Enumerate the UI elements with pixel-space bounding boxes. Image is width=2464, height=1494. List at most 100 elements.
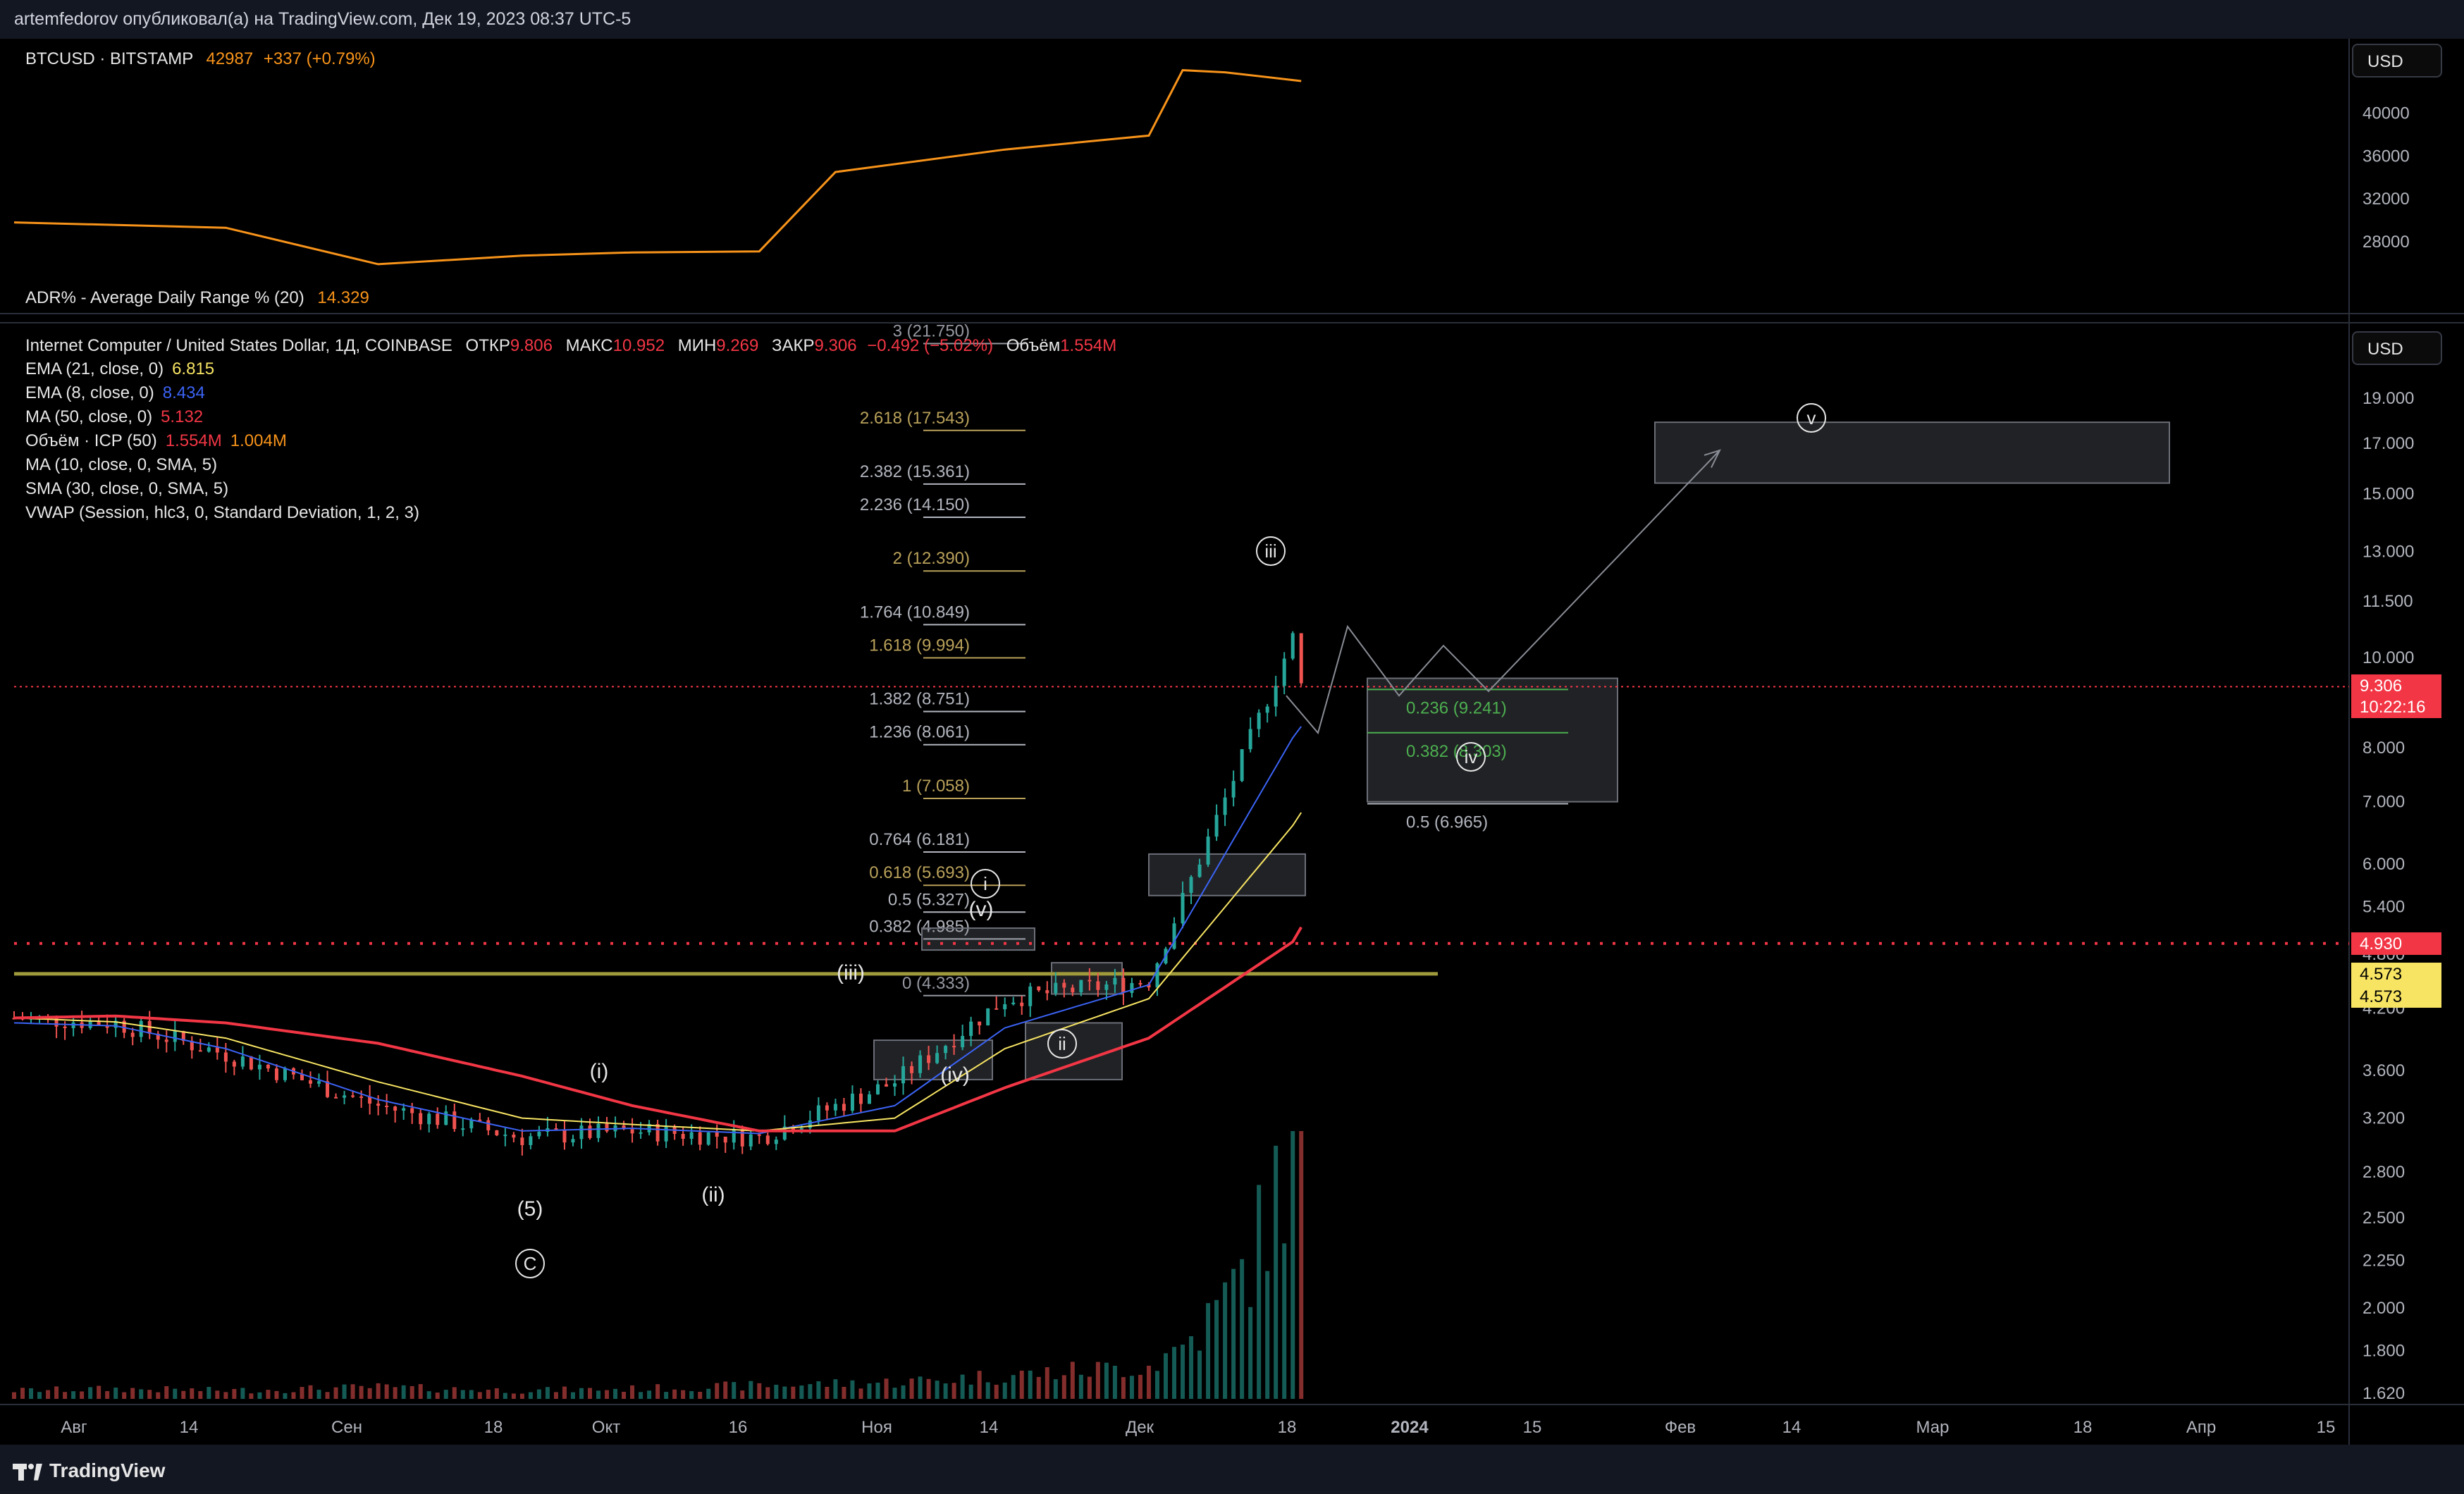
- candle-body: [1223, 797, 1227, 815]
- btc-legend: BTCUSD · BITSTAMP 42987 +337 (+0.79%): [25, 49, 376, 69]
- candle-body: [1282, 658, 1286, 686]
- wave-label[interactable]: ii: [1058, 1033, 1066, 1054]
- main-currency-button[interactable]: USD: [2352, 331, 2442, 365]
- wave-label[interactable]: (iii): [837, 961, 865, 984]
- volume-bar: [1181, 1345, 1185, 1399]
- fibonacci-extension[interactable]: 3 (21.750) 2.618 (17.543) 2.382 (15.361) 2.…: [860, 321, 1025, 996]
- candle-body: [1197, 864, 1202, 877]
- candle-body: [486, 1120, 491, 1130]
- candle-body: [1104, 984, 1109, 990]
- wave-label[interactable]: (v): [969, 898, 994, 921]
- candle-body: [88, 1020, 92, 1028]
- price-tag: [2351, 932, 2441, 955]
- tradingview-logo[interactable]: TradingView: [13, 1459, 165, 1482]
- wave-label[interactable]: (ii): [701, 1183, 725, 1206]
- btc-price-line: [13, 69, 1302, 266]
- volume-bar: [528, 1392, 533, 1399]
- main-y-tick: 11.500: [2363, 592, 2413, 611]
- volume-bar: [672, 1389, 677, 1399]
- main-y-tick: 1.620: [2363, 1384, 2405, 1403]
- wave-label[interactable]: iii: [1264, 541, 1276, 562]
- candle-body: [181, 1031, 185, 1042]
- candle-body: [97, 1020, 101, 1025]
- price-tag: [2351, 674, 2441, 697]
- wave-label[interactable]: (iv): [940, 1063, 970, 1087]
- price-tag-label: 4.930: [2360, 934, 2402, 953]
- volume-bar: [867, 1383, 872, 1399]
- volume-bar: [156, 1392, 161, 1399]
- indicator-row[interactable]: Объём · ICP (50) 1.554M 1.004M: [25, 431, 419, 455]
- volume-bar: [147, 1390, 152, 1399]
- candle-body: [765, 1135, 770, 1144]
- main-y-tick: 6.000: [2363, 855, 2405, 874]
- adr-value: 14.329: [317, 288, 369, 307]
- price-tag-label: 10:22:16: [2360, 698, 2425, 717]
- volume-bar: [1240, 1259, 1245, 1399]
- candle-body: [994, 1008, 999, 1010]
- volume-bar: [536, 1389, 541, 1399]
- candle-body: [850, 1093, 854, 1111]
- candle-body: [1240, 749, 1244, 782]
- candle-body: [427, 1113, 431, 1125]
- chart-canvas[interactable]: 40000 36000 32000 28000 19.000 17.000 15.000 13…: [0, 39, 2464, 1445]
- wave-iv-box[interactable]: [873, 1039, 993, 1080]
- candle-body: [173, 1031, 177, 1042]
- main-y-tick: 2.000: [2363, 1299, 2405, 1318]
- volume-bar: [1163, 1353, 1168, 1399]
- indicator-row[interactable]: VWAP (Session, hlc3, 0, Standard Deviati…: [25, 503, 419, 527]
- candle-body: [1172, 923, 1176, 949]
- volume-bar: [757, 1383, 762, 1399]
- candle-body: [1257, 712, 1261, 729]
- wave-label[interactable]: v: [1807, 407, 1816, 428]
- volume-bar: [367, 1388, 372, 1399]
- candle-body: [130, 1032, 135, 1037]
- volume-label: Объём: [1006, 336, 1061, 355]
- btc-pane: [13, 69, 1302, 266]
- candle-body: [952, 1046, 956, 1048]
- price-tag: [2351, 696, 2441, 718]
- indicator-line: [13, 812, 1302, 1132]
- indicator-row[interactable]: SMA (30, close, 0, SMA, 5): [25, 479, 419, 503]
- change-value: −0.492 (−5.02%): [867, 336, 994, 355]
- fib-level-label: 1 (7.058): [902, 777, 970, 796]
- time-axis[interactable]: Авг 14 Сен 18 Окт 16 Ноя 14 Дек 18 2024 15 Фев 14 Мар 1…: [61, 1418, 2335, 1437]
- wave-v-target-box[interactable]: [1654, 421, 2170, 484]
- wave-label[interactable]: iv: [1465, 746, 1478, 767]
- target-zones[interactable]: 0.236 (9.241)0.382 (8.303)0.5 (6.965): [14, 421, 2349, 1080]
- fib-level-label: 0.764 (6.181): [869, 830, 970, 849]
- wave-label[interactable]: (i): [590, 1060, 609, 1083]
- volume-bar: [257, 1392, 262, 1399]
- indicator-row[interactable]: MA (10, close, 0, SMA, 5): [25, 455, 419, 479]
- consolidation-box[interactable]: [1051, 962, 1123, 995]
- volume-bar: [943, 1383, 948, 1399]
- indicator-row[interactable]: EMA (8, close, 0) 8.434: [25, 383, 419, 407]
- volume-bar: [1028, 1370, 1033, 1399]
- indicator-label: VWAP (Session, hlc3, 0, Standard Deviati…: [25, 503, 419, 522]
- main-y-tick: 1.800: [2363, 1342, 2405, 1361]
- volume-bar: [1019, 1370, 1024, 1399]
- candle-body: [681, 1133, 685, 1139]
- wave-label[interactable]: i: [983, 873, 987, 894]
- candle-body: [1147, 984, 1151, 988]
- volume-bar: [122, 1392, 127, 1399]
- candle-body: [1181, 893, 1185, 924]
- volume-bar: [808, 1384, 813, 1399]
- btc-currency-button[interactable]: USD: [2352, 44, 2442, 78]
- consolidation-box[interactable]: [921, 927, 1035, 951]
- projected-path[interactable]: [1286, 450, 1720, 735]
- indicator-row[interactable]: EMA (21, close, 0) 6.815: [25, 359, 419, 383]
- volume-bar: [308, 1385, 313, 1399]
- fib-level-label: 0.382 (4.985): [869, 917, 970, 936]
- high-value: 10.952: [612, 336, 665, 355]
- time-axis-tick: 14: [180, 1418, 199, 1437]
- candles: [12, 631, 1303, 1156]
- wave-iv-target-box[interactable]: [1367, 677, 1618, 803]
- indicator-row[interactable]: MA (50, close, 0) 5.132: [25, 407, 419, 431]
- volume-bar: [393, 1387, 398, 1399]
- consolidation-box[interactable]: [1148, 853, 1306, 896]
- wave-label[interactable]: C: [524, 1253, 537, 1274]
- candle-body: [343, 1095, 347, 1098]
- candle-body: [461, 1128, 465, 1130]
- wave-label[interactable]: (5): [517, 1197, 543, 1221]
